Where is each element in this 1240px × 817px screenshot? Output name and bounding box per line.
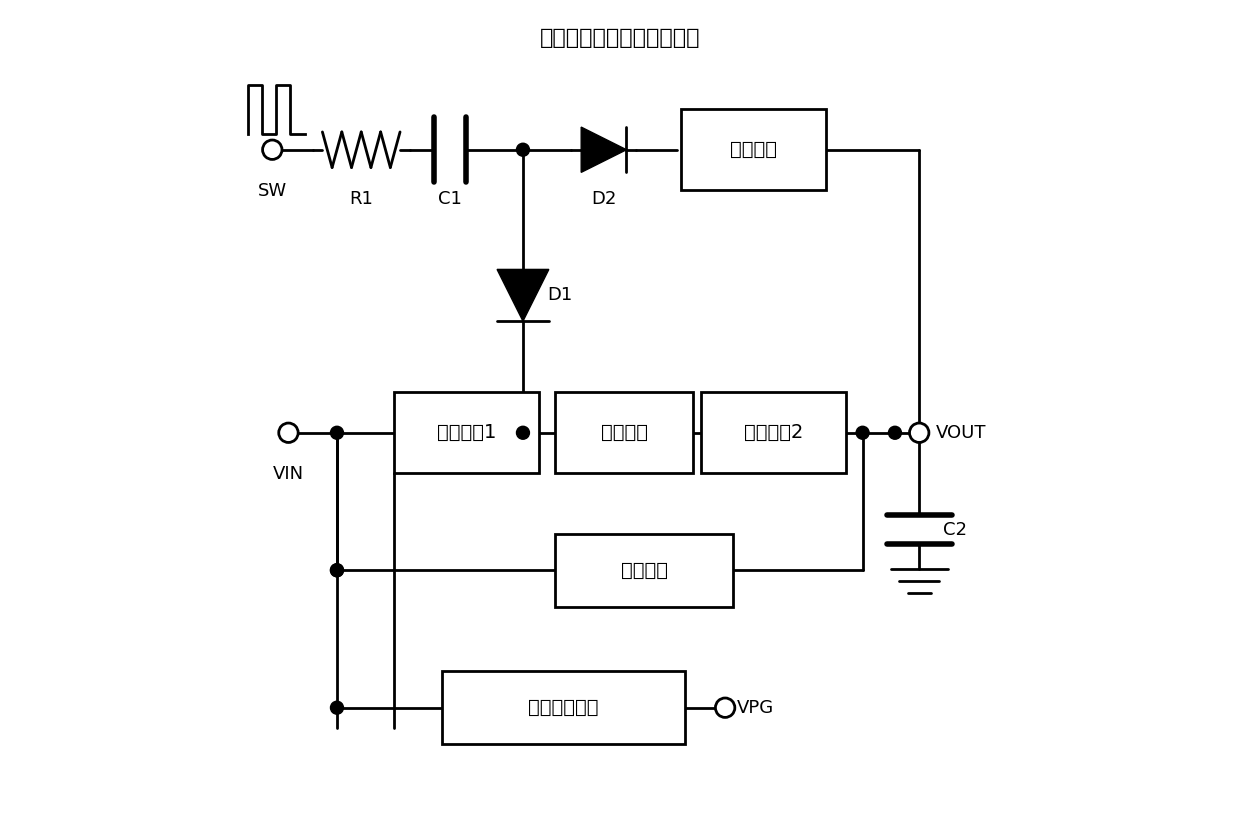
Circle shape bbox=[331, 564, 343, 577]
Circle shape bbox=[331, 426, 343, 440]
Circle shape bbox=[889, 426, 901, 440]
Text: C2: C2 bbox=[944, 520, 967, 538]
Text: 检测电路2: 检测电路2 bbox=[744, 423, 804, 442]
Text: 放电电路: 放电电路 bbox=[621, 560, 668, 580]
Text: VPG: VPG bbox=[738, 699, 775, 717]
Text: 降压充电: 降压充电 bbox=[600, 423, 647, 442]
FancyBboxPatch shape bbox=[681, 109, 826, 190]
Circle shape bbox=[263, 140, 281, 159]
FancyBboxPatch shape bbox=[443, 672, 684, 744]
Text: 信号指示电路: 信号指示电路 bbox=[528, 699, 599, 717]
Circle shape bbox=[279, 423, 298, 443]
Polygon shape bbox=[497, 270, 549, 321]
Text: D1: D1 bbox=[547, 286, 573, 304]
FancyBboxPatch shape bbox=[393, 392, 539, 473]
Circle shape bbox=[856, 426, 869, 440]
Circle shape bbox=[715, 698, 735, 717]
FancyBboxPatch shape bbox=[556, 392, 693, 473]
FancyBboxPatch shape bbox=[701, 392, 847, 473]
Circle shape bbox=[517, 143, 529, 156]
Circle shape bbox=[331, 564, 343, 577]
Circle shape bbox=[517, 426, 529, 440]
FancyBboxPatch shape bbox=[556, 534, 733, 607]
Text: VIN: VIN bbox=[273, 465, 304, 483]
Circle shape bbox=[331, 701, 343, 714]
Text: C1: C1 bbox=[438, 190, 463, 208]
Text: SW: SW bbox=[258, 182, 286, 200]
Text: 检测电路1: 检测电路1 bbox=[436, 423, 496, 442]
Polygon shape bbox=[582, 127, 626, 172]
Text: R1: R1 bbox=[350, 190, 373, 208]
Text: VOUT: VOUT bbox=[935, 424, 986, 442]
Text: 升压充电: 升压充电 bbox=[730, 141, 777, 159]
Text: D2: D2 bbox=[591, 190, 616, 208]
Circle shape bbox=[909, 423, 929, 443]
Text: 一种高效断电储能保护电路: 一种高效断电储能保护电路 bbox=[539, 29, 701, 48]
